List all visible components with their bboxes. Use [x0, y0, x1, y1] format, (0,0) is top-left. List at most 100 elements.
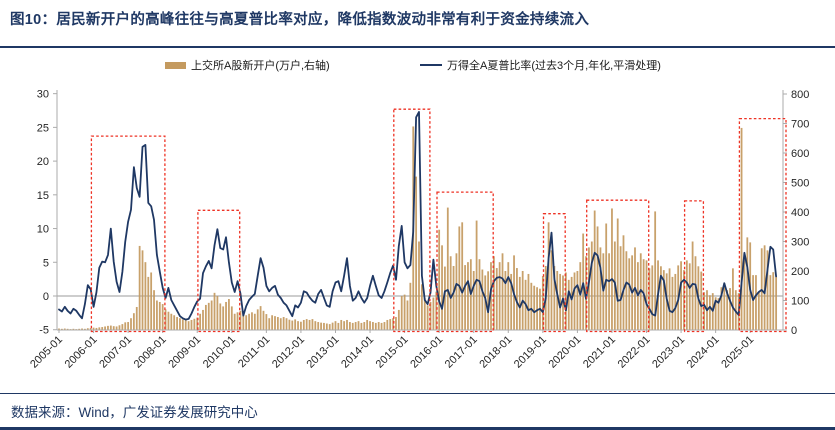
highlight-box: [393, 108, 431, 333]
bar: [455, 253, 458, 330]
right-tick-label: 500: [791, 178, 809, 190]
bar: [729, 288, 731, 330]
bar: [389, 319, 392, 330]
bar: [426, 305, 429, 330]
bar: [510, 273, 513, 330]
bar: [331, 322, 334, 331]
bar: [311, 319, 314, 330]
highlight-box: [436, 191, 494, 333]
bar: [196, 317, 199, 330]
footer-divider: [0, 393, 835, 394]
left-tick-label: 30: [37, 89, 49, 101]
bar: [351, 322, 354, 330]
bar: [230, 306, 233, 330]
bar: [253, 313, 256, 330]
bar: [222, 306, 225, 330]
right-tick-label: 700: [791, 119, 809, 131]
bar: [294, 319, 297, 330]
bar: [533, 285, 536, 330]
right-tick-label: 0: [791, 325, 797, 337]
bar: [357, 321, 360, 330]
x-tick-label: 2013-01: [305, 334, 342, 371]
bar: [288, 319, 291, 330]
bar: [444, 266, 446, 330]
bar: [121, 324, 124, 330]
bar: [210, 300, 213, 330]
bar: [400, 296, 403, 330]
bar: [700, 271, 703, 330]
bar: [325, 323, 328, 330]
bar: [518, 276, 521, 330]
x-tick-label: 2005-01: [28, 334, 65, 371]
bar: [107, 325, 109, 330]
bar: [504, 271, 507, 330]
bar: [158, 301, 161, 330]
bar: [605, 223, 608, 330]
bar: [348, 322, 351, 330]
bar: [274, 316, 276, 330]
bar: [507, 262, 510, 330]
bar: [204, 304, 207, 330]
bar: [60, 328, 63, 330]
bar: [564, 272, 567, 330]
bar: [179, 318, 181, 330]
bar-swatch-icon: [165, 61, 186, 69]
bar: [562, 275, 564, 330]
bar: [688, 263, 691, 330]
bar: [671, 276, 674, 330]
bar: [340, 319, 343, 330]
x-tick-label: 2006-01: [63, 334, 100, 371]
bar: [449, 256, 452, 330]
bar: [616, 218, 619, 330]
bar: [66, 328, 69, 330]
bar: [124, 322, 127, 330]
bar: [279, 318, 282, 330]
bar: [585, 256, 587, 330]
bar: [740, 127, 743, 331]
bar: [576, 271, 579, 330]
bar: [432, 297, 435, 330]
bar: [251, 312, 253, 330]
bar: [755, 275, 757, 330]
bar: [285, 318, 288, 330]
highlight-box: [197, 209, 241, 333]
left-tick-label: 0: [43, 291, 49, 303]
bar: [472, 271, 475, 330]
bar: [167, 311, 170, 330]
bar: [86, 328, 89, 330]
left-tick-label: 20: [37, 156, 49, 168]
bar: [541, 276, 544, 330]
x-tick-label: 2012-01: [270, 334, 307, 371]
bar: [478, 259, 481, 330]
x-tick-label: 2022-01: [616, 334, 653, 371]
bar: [92, 327, 95, 330]
bar: [458, 226, 461, 330]
x-tick-label: 2007-01: [97, 334, 134, 371]
bar: [153, 290, 155, 330]
right-tick-label: 300: [791, 237, 809, 249]
bar: [58, 328, 60, 330]
bar: [127, 322, 130, 330]
bar: [556, 271, 559, 330]
bar: [248, 313, 250, 330]
bar: [328, 324, 331, 330]
bar: [300, 321, 302, 330]
bars-series: [58, 126, 778, 331]
x-tick-label: 2019-01: [512, 334, 549, 371]
bar: [173, 315, 176, 330]
bar: [420, 284, 423, 330]
x-tick-label: 2014-01: [339, 334, 376, 371]
bar: [628, 258, 631, 330]
bar: [95, 327, 98, 330]
bar: [98, 327, 101, 330]
bar: [308, 319, 311, 330]
bar: [190, 319, 193, 330]
bar: [429, 301, 432, 330]
bar: [346, 319, 348, 330]
bar: [228, 299, 230, 330]
bar: [423, 298, 426, 330]
bar: [622, 235, 625, 330]
bar: [161, 304, 164, 330]
bar: [380, 322, 383, 330]
bar: [104, 326, 106, 330]
